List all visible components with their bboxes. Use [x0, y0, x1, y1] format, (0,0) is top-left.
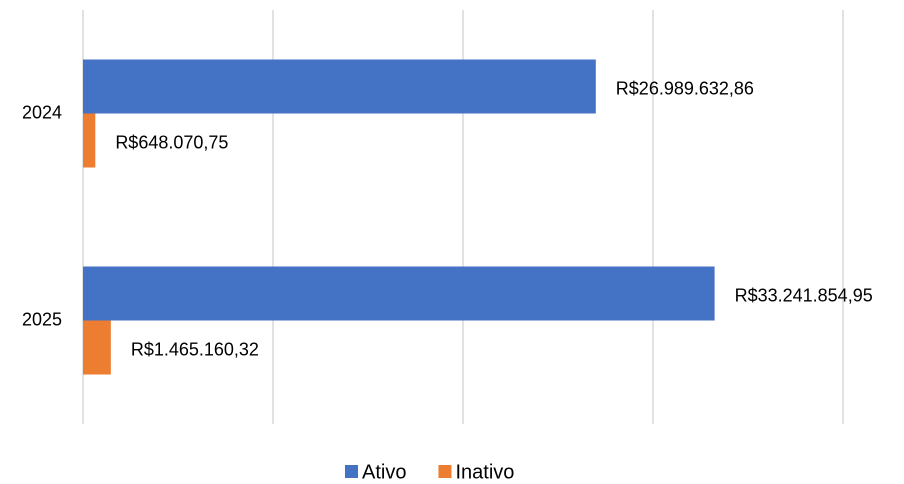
y-tick-label: 2025: [22, 309, 62, 329]
bar: [83, 59, 596, 114]
data-label: R$33.241.854,95: [735, 285, 873, 305]
bar: [83, 266, 715, 321]
data-label: R$1.465.160,32: [131, 339, 259, 359]
data-label: R$648.070,75: [115, 132, 228, 152]
data-label: R$26.989.632,86: [616, 78, 754, 98]
bar: [83, 320, 111, 375]
bar: [83, 113, 96, 168]
legend-label: Ativo: [362, 461, 406, 483]
legend-swatch: [345, 465, 358, 478]
legend-swatch: [438, 465, 452, 478]
legend-label: Inativo: [455, 461, 514, 483]
y-tick-label: 2024: [22, 102, 62, 122]
